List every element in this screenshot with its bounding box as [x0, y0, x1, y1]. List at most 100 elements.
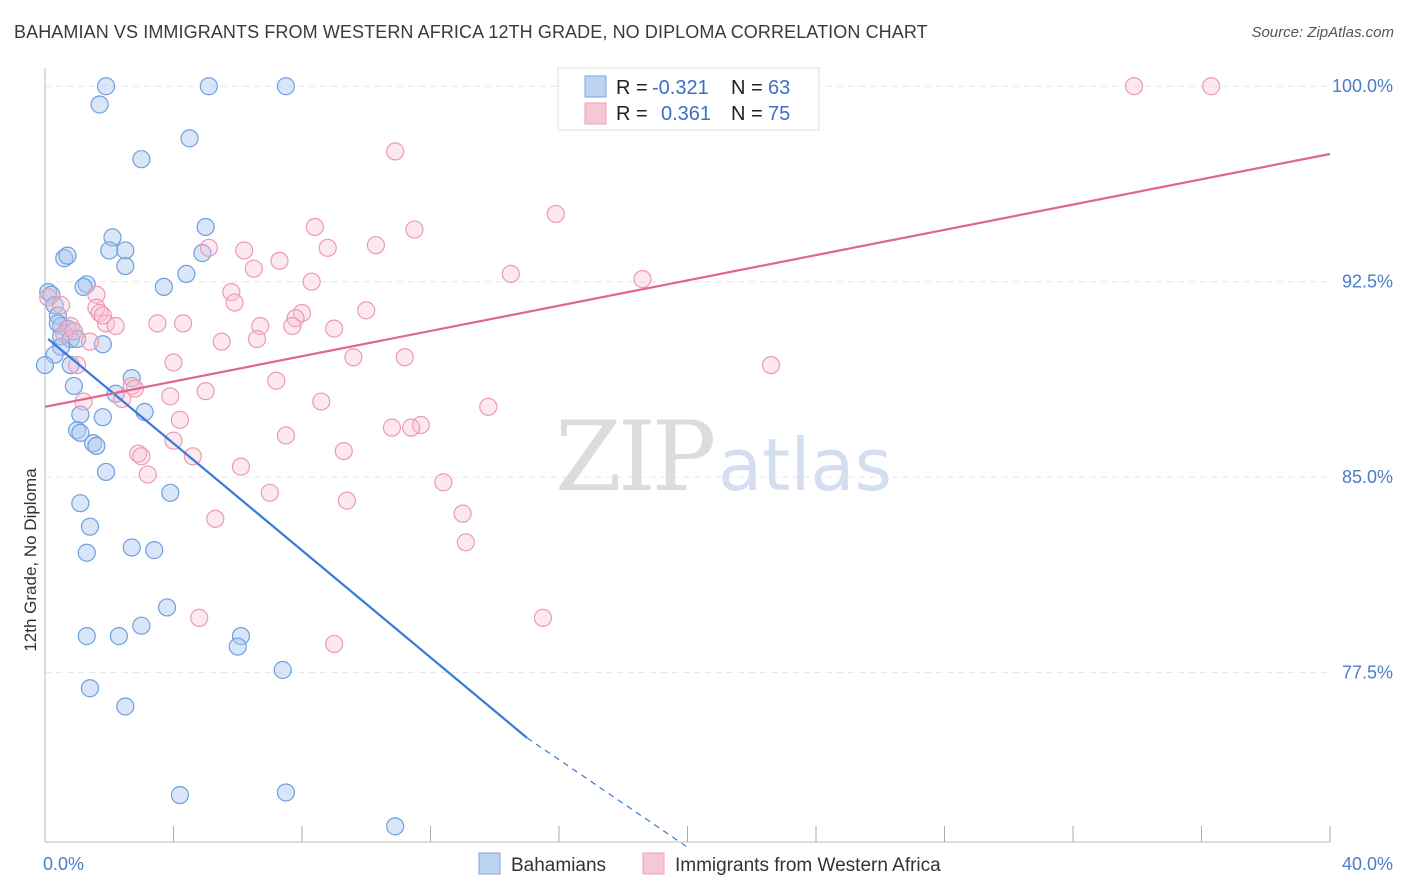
bahamians-point [132, 150, 151, 169]
watermark-atlas: atlas [718, 423, 892, 507]
bahamians-point [71, 494, 90, 513]
y-tick-label: 92.5% [1342, 272, 1393, 292]
immigrants-point [357, 301, 376, 320]
legend-top: R = -0.321 N = 63 R = 0.361 N = 75 [557, 67, 820, 131]
legend-bottom-label-immigrants: Immigrants from Western Africa [675, 855, 941, 876]
immigrants-point [161, 387, 180, 406]
immigrants-point [501, 264, 520, 283]
bahamians-point [199, 77, 218, 96]
immigrants-point [129, 444, 148, 463]
bahamians-point [77, 543, 96, 562]
immigrants-point [761, 355, 781, 375]
immigrants-point [386, 142, 405, 161]
immigrants-point [337, 491, 357, 510]
immigrants-point [1124, 77, 1144, 96]
bahamians-point [122, 538, 141, 557]
immigrants-point [395, 348, 414, 367]
immigrants-point [164, 353, 183, 372]
immigrants-point [64, 322, 84, 341]
immigrants-point [231, 457, 251, 476]
immigrants-point [276, 426, 296, 445]
bahamians-point [84, 434, 103, 453]
immigrants-point [138, 465, 157, 484]
immigrants-point [132, 447, 151, 466]
x-tick-label: 40.0% [1342, 854, 1393, 874]
legend-bottom-swatch-bahamians [478, 852, 501, 875]
immigrants-point [164, 431, 183, 450]
immigrants-point [1202, 77, 1221, 96]
bahamians-point [93, 408, 112, 427]
immigrants-point [93, 306, 112, 325]
source-label: Source: ZipAtlas.com [1251, 24, 1394, 41]
bahamians-point [55, 249, 74, 268]
immigrants-point [267, 371, 286, 390]
bahamians-point [170, 785, 190, 805]
legend-n-label-2: N = [731, 103, 763, 125]
bahamians-point [68, 421, 87, 440]
immigrants-point [190, 608, 209, 627]
watermark: ZIP atlas [555, 401, 892, 513]
legend-r-label-2: R = [616, 103, 648, 125]
bahamians-point [87, 436, 106, 455]
y-tick-label: 85.0% [1342, 467, 1393, 487]
immigrants-point [546, 204, 565, 224]
immigrants-point [402, 418, 421, 437]
bahamians-point [58, 246, 77, 265]
bahamians-point [161, 483, 180, 502]
immigrants-point [244, 259, 263, 278]
legend-r-label-1: R = [616, 77, 648, 99]
immigrants-point [183, 447, 202, 466]
axes [44, 68, 1331, 843]
bahamians-point [64, 376, 84, 396]
legend-n-label-1: N = [731, 77, 763, 99]
immigrants-point [270, 251, 289, 270]
immigrants-point [170, 410, 190, 429]
bahamians-point [116, 697, 135, 716]
bahamians-point [180, 129, 199, 148]
immigrants-point [260, 483, 279, 502]
bahamians-point [276, 783, 296, 802]
immigrants-point [633, 269, 652, 289]
bahamians-point [132, 616, 151, 635]
bahamians-point [276, 77, 296, 96]
immigrants-point [225, 293, 244, 312]
immigrants-point [456, 533, 475, 552]
y-tick-labels: 100.0% 92.5% 85.0% 77.5% [1332, 76, 1393, 682]
legend-bottom-label-bahamians: Bahamians [511, 855, 606, 876]
bahamians-point [157, 598, 177, 617]
immigrants-point [533, 608, 553, 627]
legend-swatch-bahamians [584, 75, 607, 98]
series-bahamians-points [35, 77, 405, 836]
legend-bottom: Bahamians Immigrants from Western Africa [478, 852, 941, 876]
immigrants-point [199, 238, 218, 257]
immigrants-point [312, 392, 331, 411]
bahamians-point [231, 627, 251, 646]
bahamians-point [90, 95, 109, 114]
bahamians-point [80, 679, 100, 698]
immigrants-point [479, 397, 498, 416]
bahamians-point [100, 241, 119, 260]
immigrants-point [305, 217, 324, 237]
immigrants-point [87, 285, 106, 304]
bahamians-point [80, 517, 100, 536]
immigrants-point [325, 319, 344, 338]
bahamians-point [196, 217, 215, 237]
bahamians-point [35, 355, 55, 375]
legend-swatch-immigrants [584, 102, 607, 125]
y-axis-title: 12th Grade, No Diploma [21, 468, 40, 652]
immigrants-point [453, 504, 472, 523]
bahamians-point [116, 241, 135, 260]
legend-n-value-1: 63 [768, 77, 790, 99]
immigrants-point [222, 283, 241, 302]
bahamians-trend-extension [526, 737, 688, 848]
series-immigrants-points [39, 77, 1221, 654]
immigrants-point [74, 392, 93, 411]
bahamians-point [154, 277, 173, 297]
bahamians-point [109, 627, 128, 646]
immigrants-point [302, 272, 321, 291]
immigrants-point [318, 238, 337, 257]
bahamians-point [71, 423, 90, 442]
immigrants-point [174, 314, 193, 333]
immigrants-point [344, 348, 363, 367]
